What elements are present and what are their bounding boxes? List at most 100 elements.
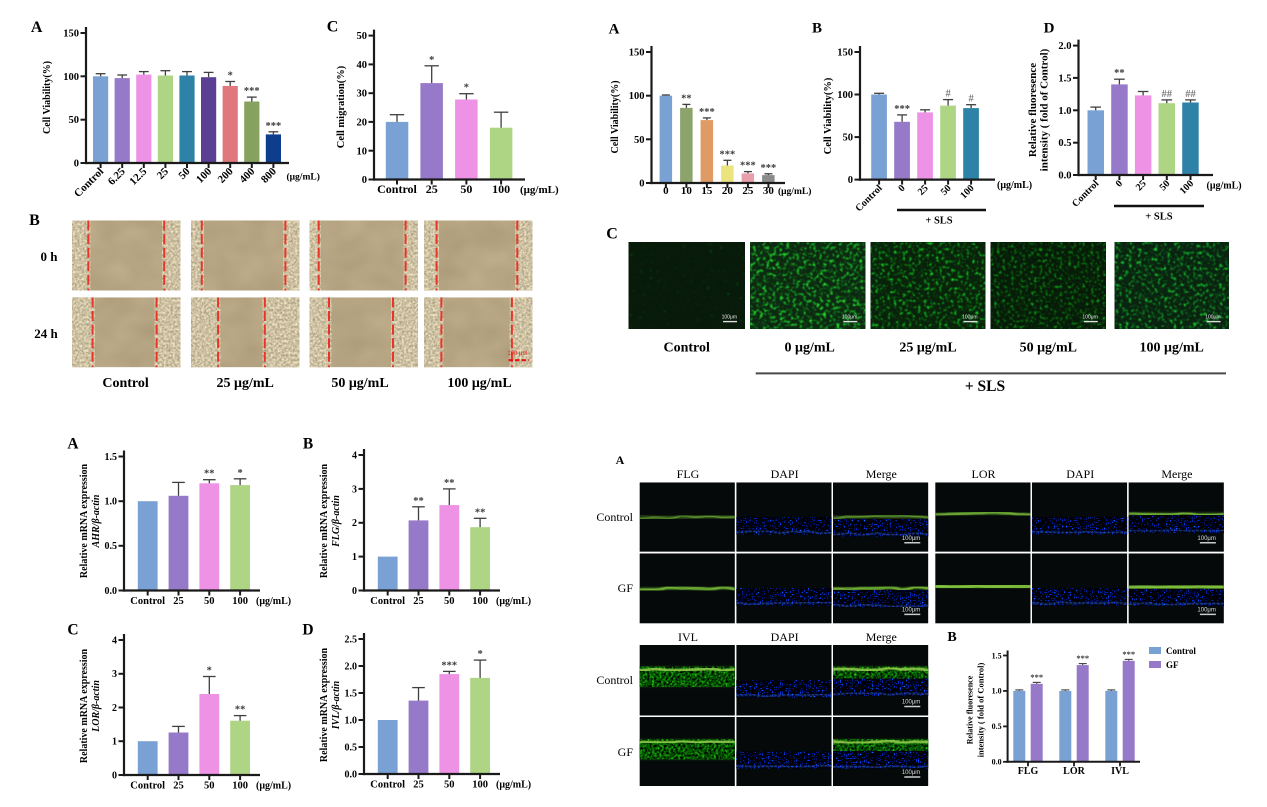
svg-text:25: 25 xyxy=(173,781,184,792)
svg-text:##: ## xyxy=(1162,89,1173,100)
svg-text:#: # xyxy=(968,94,974,105)
svg-text:0 h: 0 h xyxy=(41,249,59,264)
svg-text:1.0: 1.0 xyxy=(105,497,118,508)
svg-text:50: 50 xyxy=(843,133,854,144)
svg-text:IVL/β-actin: IVL/β-actin xyxy=(331,680,342,730)
svg-text:FLG/β-actin: FLG/β-actin xyxy=(331,495,342,548)
svg-text:Control: Control xyxy=(130,781,165,792)
svg-text:0.5: 0.5 xyxy=(105,541,118,552)
svg-text:1.0: 1.0 xyxy=(345,715,358,726)
svg-text:0.0: 0.0 xyxy=(105,586,118,597)
svg-text:Control: Control xyxy=(663,341,710,356)
svg-text:IVL: IVL xyxy=(1111,766,1129,777)
svg-text:150: 150 xyxy=(629,48,645,59)
svg-text:100 μm: 100 μm xyxy=(507,351,527,357)
svg-text:B: B xyxy=(812,21,822,37)
svg-text:Merge: Merge xyxy=(1161,467,1192,481)
svg-text:(μg/mL): (μg/mL) xyxy=(520,184,559,196)
svg-text:3: 3 xyxy=(352,484,357,495)
svg-text:150: 150 xyxy=(63,29,79,40)
svg-text:1.5: 1.5 xyxy=(105,452,118,463)
svg-text:100μm: 100μm xyxy=(902,536,920,542)
svg-text:LOR: LOR xyxy=(972,467,996,481)
svg-text:25: 25 xyxy=(173,596,184,607)
svg-text:25: 25 xyxy=(413,596,424,607)
svg-text:2: 2 xyxy=(352,518,357,529)
svg-text:*: * xyxy=(464,83,469,94)
svg-text:***: *** xyxy=(1030,672,1043,682)
svg-text:*: * xyxy=(207,665,212,676)
svg-text:3: 3 xyxy=(112,669,117,680)
svg-text:100μm: 100μm xyxy=(1197,536,1215,542)
svg-text:A: A xyxy=(31,19,43,36)
svg-text:*: * xyxy=(228,71,233,82)
svg-text:50: 50 xyxy=(634,135,645,146)
svg-text:50: 50 xyxy=(460,182,472,196)
svg-text:A: A xyxy=(609,22,620,38)
svg-text:0: 0 xyxy=(663,185,669,197)
svg-text:0: 0 xyxy=(74,159,79,170)
svg-text:4: 4 xyxy=(352,450,357,461)
svg-text:2: 2 xyxy=(112,703,117,714)
svg-text:Control: Control xyxy=(377,182,417,196)
svg-text:0.0: 0.0 xyxy=(1058,171,1071,182)
svg-text:intensity ( fold of Control): intensity ( fold of Control) xyxy=(976,662,986,757)
svg-text:Relative mRNA expression: Relative mRNA expression xyxy=(79,463,90,578)
svg-text:0.5: 0.5 xyxy=(345,742,358,753)
svg-text:1: 1 xyxy=(352,552,357,563)
svg-text:100 μg/mL: 100 μg/mL xyxy=(447,376,511,391)
svg-text:C: C xyxy=(67,622,78,639)
svg-text:B: B xyxy=(947,630,956,645)
svg-text:+ SLS: + SLS xyxy=(1145,212,1172,223)
svg-text:0: 0 xyxy=(362,175,367,186)
svg-text:##: ## xyxy=(1185,89,1196,100)
svg-text:**: ** xyxy=(475,507,486,518)
svg-text:1.0: 1.0 xyxy=(1058,106,1071,117)
svg-text:(μg/mL): (μg/mL) xyxy=(287,172,320,183)
svg-text:4: 4 xyxy=(112,635,117,646)
svg-text:DAPI: DAPI xyxy=(771,630,799,644)
svg-text:B: B xyxy=(29,212,40,229)
svg-text:LOR: LOR xyxy=(1063,766,1085,777)
svg-text:*: * xyxy=(477,649,482,660)
svg-text:*: * xyxy=(429,55,434,66)
svg-text:100: 100 xyxy=(629,91,645,102)
svg-text:(μg/mL): (μg/mL) xyxy=(778,186,811,197)
svg-text:Cell Viability(%): Cell Viability(%) xyxy=(823,77,834,154)
svg-text:***: *** xyxy=(266,121,282,132)
svg-text:**: ** xyxy=(204,469,215,480)
svg-text:50 μg/mL: 50 μg/mL xyxy=(331,376,388,391)
svg-text:150: 150 xyxy=(837,48,853,59)
svg-text:FLG: FLG xyxy=(1018,766,1039,777)
svg-text:A: A xyxy=(67,436,79,453)
svg-text:Cell Viability(%): Cell Viability(%) xyxy=(610,80,621,153)
svg-text:Control: Control xyxy=(102,376,149,391)
svg-text:100: 100 xyxy=(472,780,488,791)
svg-text:100: 100 xyxy=(63,72,79,83)
svg-text:Control: Control xyxy=(1166,646,1196,656)
svg-text:***: *** xyxy=(244,86,260,97)
svg-text:Relative mRNA expression: Relative mRNA expression xyxy=(79,648,90,763)
svg-text:1.5: 1.5 xyxy=(345,688,358,699)
svg-text:***: *** xyxy=(894,104,910,115)
svg-text:AHR/β-actin: AHR/β-actin xyxy=(91,494,102,548)
svg-text:100: 100 xyxy=(837,90,853,101)
svg-text:Relative fluoresence: Relative fluoresence xyxy=(1027,63,1039,157)
svg-text:2.5: 2.5 xyxy=(345,634,358,645)
svg-text:40: 40 xyxy=(357,60,368,71)
svg-text:25: 25 xyxy=(413,780,424,791)
svg-text:***: *** xyxy=(761,163,777,174)
svg-text:Control: Control xyxy=(130,596,165,607)
svg-text:GF: GF xyxy=(618,745,634,759)
svg-text:Control: Control xyxy=(370,596,405,607)
svg-text:C: C xyxy=(327,19,339,36)
svg-text:100: 100 xyxy=(232,781,248,792)
svg-text:+ SLS: + SLS xyxy=(925,215,952,226)
svg-text:IVL: IVL xyxy=(678,630,698,644)
svg-text:1.5: 1.5 xyxy=(1058,74,1071,85)
svg-text:DAPI: DAPI xyxy=(1066,467,1094,481)
svg-text:100: 100 xyxy=(472,596,488,607)
svg-text:25 μg/mL: 25 μg/mL xyxy=(217,376,274,391)
svg-text:0: 0 xyxy=(639,179,644,190)
svg-text:50: 50 xyxy=(69,115,80,126)
